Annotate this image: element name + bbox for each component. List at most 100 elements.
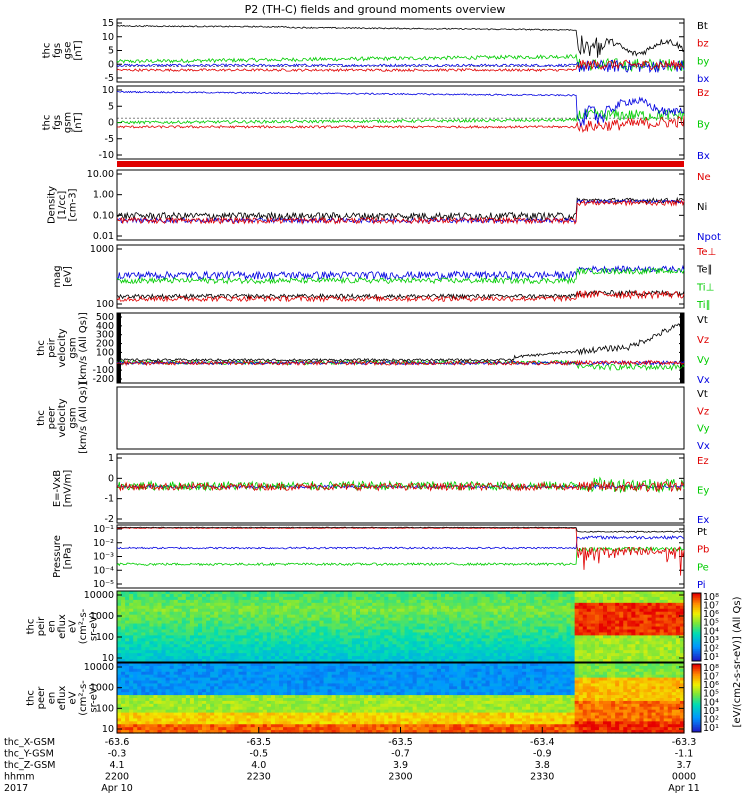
y-axis-label-line: [cm-3] [68,188,79,221]
spectrogram-cell [603,608,608,613]
spectrogram-cell [295,665,300,670]
spectrogram-cell [189,698,195,702]
spectrogram-cell [214,623,219,628]
spectrogram-cell [258,596,264,601]
spectrogram-cell [663,656,669,660]
spectrogram-cell [351,665,357,670]
spectrogram-cell [226,629,231,634]
spectrogram-cell [335,611,341,616]
spectrogram-cell [177,644,183,648]
spectrogram-cell [420,653,426,657]
spectrogram-cell [262,599,268,604]
spectrogram-cell [497,602,503,607]
spectrogram-cell [489,644,495,648]
spectrogram-cell [526,602,531,607]
spectrogram-cell [274,653,280,657]
spectrogram-cell [125,700,130,705]
spectrogram-cell [651,647,657,651]
spectrogram-cell [432,620,438,625]
spectrogram-cell [117,730,122,734]
spectrogram-cell [274,715,280,720]
spectrogram-cell [327,698,333,702]
spectrogram-cell [558,599,564,604]
spectrogram-cell [121,709,126,714]
spectrogram-cell [550,623,555,628]
spectrogram-cell [598,638,604,642]
spectrogram-cell [441,623,446,628]
spectrogram-cell [149,683,155,687]
spectrogram-cell [611,620,616,625]
spectrogram-cell [343,727,349,731]
spectrogram-cell [461,591,466,595]
spectrogram-cell [590,632,596,636]
spectrogram-cell [335,724,341,728]
spectrogram-cell [291,709,296,714]
spectrogram-cell [643,635,649,639]
spectrogram-cell [477,596,483,601]
spectrogram-cell [339,620,345,625]
spectrogram-cell [198,674,203,679]
spectrogram-cell [173,663,179,667]
spectrogram-cell [258,650,264,654]
spectrogram-cell [181,689,187,693]
spectrogram-cell [675,623,681,628]
spectrogram-cell [485,638,491,642]
spectrogram-cell [266,703,272,708]
spectrogram-cell [210,686,215,690]
spectrogram-cell [586,653,592,657]
trace-ti-par [116,267,685,285]
spectrogram-cell [603,641,608,645]
spectrogram-cell [169,715,175,720]
spectrogram-cell [428,641,434,645]
spectrogram-cell [230,620,236,625]
spectrogram-cell [185,715,191,720]
spectrogram-cell [129,703,134,708]
spectrogram-cell [287,644,292,648]
spectrogram-cell [258,617,264,622]
spectrogram-cell [185,724,191,728]
spectrogram-cell [181,695,187,699]
spectrogram-cell [303,689,308,693]
spectrogram-cell [469,602,474,607]
spectrogram-cell [254,608,260,613]
spectrogram-cell [473,647,479,651]
spectrogram-cell [509,602,515,607]
spectrogram-cell [607,611,612,616]
spectrogram-cell [202,650,207,654]
spectrogram-cell [230,593,236,598]
spectrogram-cell [121,659,126,663]
spectrogram-cell [234,650,240,654]
spectrogram-cell [246,605,252,610]
spectrogram-cell [242,611,248,616]
spectrogram-cell [485,653,491,657]
spectrogram-cell [554,656,560,660]
spectrogram-cell [436,620,442,625]
spectrogram-cell [137,611,142,616]
spectrogram-cell [339,703,345,708]
spectrogram-cell [210,653,215,657]
spectrogram-cell [125,727,130,731]
spectrogram-cell [279,715,284,720]
y-tick-label: 0 [108,356,114,367]
spectrogram-cell [619,629,624,634]
spectrogram-cell [153,591,159,595]
spectrogram-cell [149,656,155,660]
spectrogram-cell [327,593,333,598]
spectrogram-cell [530,591,535,595]
spectrogram-cell [214,715,219,720]
spectrogram-cell [497,635,503,639]
spectrogram-cell [639,626,645,631]
spectrogram-cell [234,665,240,670]
spectrogram-cell [189,663,195,667]
spectrogram-cell [299,623,304,628]
spectrogram-cell [364,620,369,625]
spectrogram-cell [351,629,357,634]
spectrogram-cell [210,629,215,634]
spectrogram-cell [538,632,543,636]
spectrogram-cell [254,677,260,682]
spectrogram-cell [161,683,167,687]
spectrogram-cell [574,656,580,660]
spectrogram-cell [384,608,389,613]
spectrogram-cell [319,644,325,648]
spectrogram-cell [412,605,418,610]
